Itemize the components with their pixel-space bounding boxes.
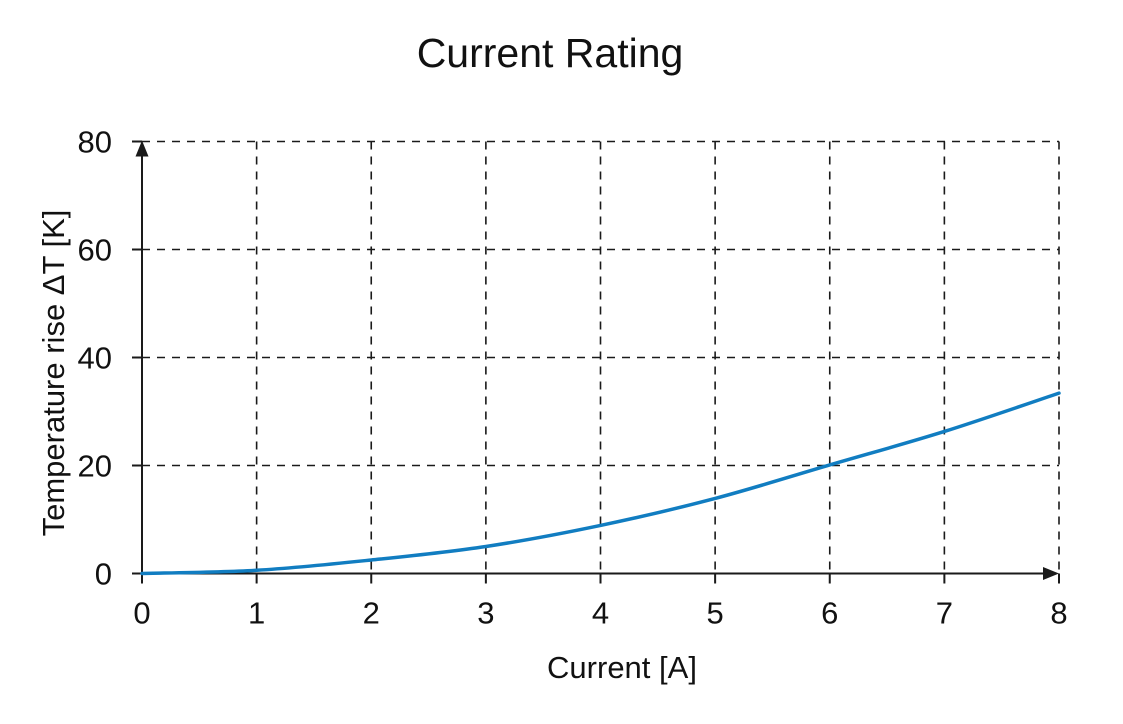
x-tick-label: 3 (477, 596, 494, 631)
x-tick-label: 1 (248, 596, 265, 631)
x-tick-label: 2 (363, 596, 380, 631)
x-axis-arrowhead-icon (1043, 567, 1059, 580)
x-tick-label: 7 (936, 596, 953, 631)
x-tick-label: 0 (133, 596, 150, 631)
y-tick-label: 80 (78, 125, 112, 160)
x-tick-label: 6 (821, 596, 838, 631)
y-tick-label: 40 (78, 341, 112, 376)
x-axis-label: Current [A] (547, 650, 697, 685)
x-tick-label: 8 (1050, 596, 1067, 631)
y-axis-arrowhead-icon (135, 140, 149, 157)
series-curve (140, 391, 1061, 576)
y-tick-label: 0 (95, 557, 112, 592)
y-tick-label: 60 (78, 233, 112, 268)
x-tick-label: 4 (592, 596, 609, 631)
x-tick-label: 5 (707, 596, 724, 631)
chart-title: Current Rating (416, 30, 684, 76)
y-tick-label: 20 (78, 449, 112, 484)
